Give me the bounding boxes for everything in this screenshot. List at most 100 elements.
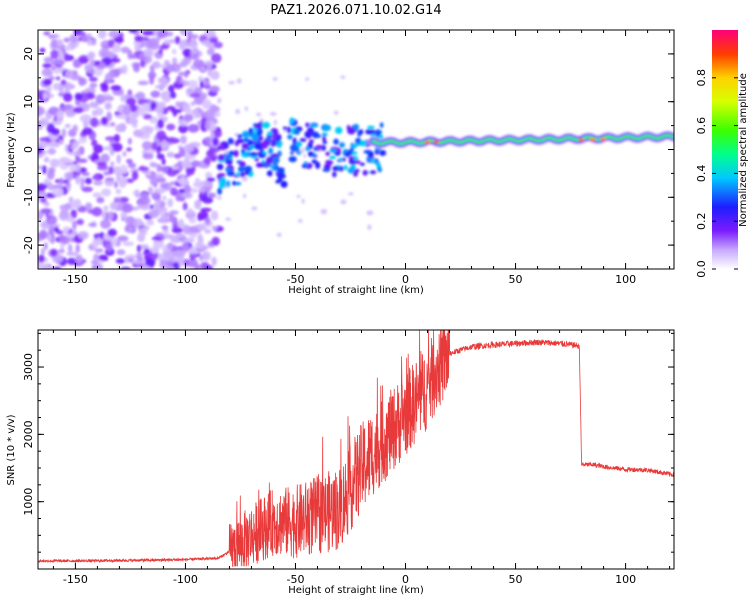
spectrogram-signal-cluster bbox=[366, 125, 375, 130]
snr-x-label: Height of straight line (km) bbox=[288, 585, 424, 596]
spectrogram-signal-cluster bbox=[276, 142, 283, 147]
spectrogram-signal-cluster bbox=[274, 165, 279, 170]
spectrogram-signal-cluster bbox=[321, 132, 328, 137]
spectrogram-signal-cluster bbox=[313, 131, 317, 139]
spectrogram-noise-blob bbox=[91, 139, 98, 147]
spectrogram-noise-blob bbox=[187, 123, 200, 133]
spectrogram-noise-blob bbox=[116, 154, 121, 164]
spectrogram-y-axis: -20 -10 0 10 20 bbox=[22, 29, 674, 270]
spectrogram-signal-cluster bbox=[246, 151, 251, 157]
spectrogram-noise-blob bbox=[117, 235, 129, 242]
spectrogram-noise-blob bbox=[66, 215, 74, 223]
spectrogram-noise-blob bbox=[190, 245, 197, 255]
spectrogram-noise-blob bbox=[191, 160, 201, 168]
spectrogram-noise-blob bbox=[126, 147, 132, 152]
spectrogram-noise-blob bbox=[62, 226, 71, 233]
spectrogram-noise-blob bbox=[210, 70, 220, 81]
spectrogram-scatter-blob bbox=[235, 109, 241, 115]
spectrogram-signal-cluster bbox=[343, 164, 348, 171]
spectrogram-noise-blob bbox=[84, 177, 93, 185]
spectrogram-noise-blob bbox=[162, 195, 167, 201]
spectrogram-noise-blob bbox=[170, 187, 178, 196]
colorbar bbox=[712, 30, 738, 269]
spectrogram-noise-blob bbox=[149, 176, 159, 187]
spectrogram-noise-blob bbox=[158, 166, 170, 172]
spectrogram-noise-blob bbox=[137, 166, 150, 171]
spectrogram-noise-blob bbox=[64, 104, 72, 111]
spectrogram-signal-cluster bbox=[228, 152, 233, 158]
spectrogram-noise-blob bbox=[66, 172, 73, 182]
spectrogram-noise-blob bbox=[75, 149, 81, 157]
spectrogram-noise-blob bbox=[128, 30, 138, 34]
spectrogram-noise-blob bbox=[38, 141, 49, 149]
spectrogram-noise-blob bbox=[152, 61, 161, 69]
spectrogram-signal-cluster bbox=[370, 158, 376, 164]
spectrogram-noise-blob bbox=[97, 30, 107, 39]
spectrogram-signal-cluster bbox=[237, 166, 246, 173]
spectrogram-signal-cluster bbox=[309, 123, 319, 128]
spectrogram-noise-blob bbox=[38, 254, 45, 263]
spectrogram-noise-blob bbox=[89, 82, 98, 89]
spectrogram-signal-cluster bbox=[239, 161, 246, 168]
spectrogram-signal-cluster bbox=[224, 167, 233, 172]
spectrogram-signal-cluster bbox=[305, 122, 310, 128]
spectrogram-signal-cluster bbox=[280, 180, 288, 188]
spectrogram-noise-blob bbox=[141, 141, 153, 151]
spectrogram-signal-cluster bbox=[259, 148, 264, 153]
spectrogram-noise-blob bbox=[50, 248, 58, 257]
spectrogram-noise-blob bbox=[103, 205, 109, 212]
spectrogram-noise-blob bbox=[206, 150, 215, 158]
spectrogram-noise-blob bbox=[174, 249, 186, 257]
spectrogram-noise-blob bbox=[46, 181, 53, 190]
spectrogram-signal-cluster bbox=[287, 134, 293, 140]
spectrogram-signal-cluster bbox=[256, 163, 266, 168]
spectrogram-noise-blob bbox=[204, 120, 211, 130]
spectrogram-noise-blob bbox=[79, 31, 86, 37]
spectrogram-noise-blob bbox=[138, 196, 151, 206]
snr-y-axis: 1000 2000 3000 bbox=[22, 332, 674, 570]
spectrogram-noise-blob bbox=[76, 219, 84, 225]
spectrogram-signal-cluster bbox=[323, 163, 331, 170]
spectrogram-noise-blob bbox=[166, 264, 175, 269]
spectrogram-noise-blob bbox=[187, 207, 194, 214]
spectrogram-signal-cluster bbox=[344, 152, 350, 157]
spectrogram-noise-blob bbox=[42, 78, 53, 86]
spectrogram-noise-blob bbox=[148, 209, 160, 219]
spectrogram-noise-blob bbox=[201, 99, 212, 110]
spectrogram-noise-blob bbox=[159, 211, 165, 217]
spectrogram-noise-blob bbox=[204, 264, 214, 269]
spectrogram-noise-blob bbox=[92, 175, 100, 180]
spectrogram-noise-blob bbox=[189, 232, 198, 238]
spectrogram-noise-blob bbox=[205, 216, 211, 225]
spectrogram-signal-cluster bbox=[266, 156, 274, 164]
spectrogram-noise-blob bbox=[90, 117, 99, 128]
spectrogram-noise-blob bbox=[58, 234, 66, 242]
y-tick-label: 0 bbox=[22, 146, 35, 153]
spectrogram-noise-blob bbox=[178, 256, 184, 267]
spectrogram-noise-blob bbox=[179, 61, 188, 68]
spectrogram-noise-blob bbox=[149, 74, 155, 85]
spectrogram-noise-blob bbox=[103, 146, 114, 151]
spectrogram-noise-blob bbox=[194, 199, 202, 210]
spectrogram-noise-blob bbox=[169, 210, 179, 215]
spectrogram-noise-blob bbox=[45, 93, 55, 98]
spectrogram-noise-blob bbox=[193, 181, 205, 188]
spectrogram-noise-blob bbox=[210, 156, 217, 161]
spectrogram-noise-blob bbox=[119, 196, 129, 203]
spectrogram-noise-blob bbox=[108, 30, 120, 38]
spectrogram-noise-blob bbox=[213, 130, 221, 138]
spectrogram-signal-cluster bbox=[226, 180, 231, 188]
spectrogram-noise-blob bbox=[172, 111, 177, 117]
spectrogram-signal-cluster bbox=[216, 163, 224, 171]
spectrogram-noise-blob bbox=[212, 137, 219, 146]
spectrogram-noise-blob bbox=[177, 178, 187, 185]
spectrogram-signal-cluster bbox=[297, 150, 302, 156]
spectrogram-noise-blob bbox=[72, 106, 84, 114]
spectrogram-noise-blob bbox=[193, 59, 205, 69]
spectrogram-noise-blob bbox=[40, 265, 49, 269]
spectrogram-noise-blob bbox=[139, 244, 150, 250]
spectrogram-signal-cluster bbox=[379, 149, 387, 157]
spectrogram-scatter-blob bbox=[251, 206, 258, 211]
spectrogram-noise-blob bbox=[78, 136, 87, 144]
spectrogram-signal-cluster bbox=[277, 177, 283, 182]
